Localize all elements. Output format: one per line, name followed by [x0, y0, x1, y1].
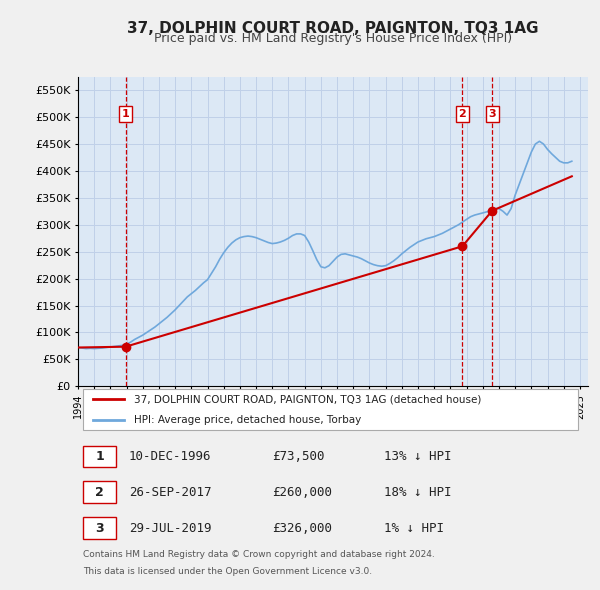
Text: 3: 3: [95, 522, 104, 535]
Text: £73,500: £73,500: [272, 450, 325, 463]
Text: 37, DOLPHIN COURT ROAD, PAIGNTON, TQ3 1AG (detached house): 37, DOLPHIN COURT ROAD, PAIGNTON, TQ3 1A…: [134, 394, 481, 404]
Text: HPI: Average price, detached house, Torbay: HPI: Average price, detached house, Torb…: [134, 415, 361, 425]
Text: Price paid vs. HM Land Registry's House Price Index (HPI): Price paid vs. HM Land Registry's House …: [154, 32, 512, 45]
FancyBboxPatch shape: [83, 481, 116, 503]
Text: Contains HM Land Registry data © Crown copyright and database right 2024.: Contains HM Land Registry data © Crown c…: [83, 550, 435, 559]
Text: 1: 1: [122, 109, 130, 119]
Text: 13% ↓ HPI: 13% ↓ HPI: [384, 450, 452, 463]
Text: 2: 2: [458, 109, 466, 119]
Text: 37, DOLPHIN COURT ROAD, PAIGNTON, TQ3 1AG: 37, DOLPHIN COURT ROAD, PAIGNTON, TQ3 1A…: [127, 21, 539, 35]
Text: 18% ↓ HPI: 18% ↓ HPI: [384, 486, 452, 499]
Text: 2: 2: [95, 486, 104, 499]
FancyBboxPatch shape: [83, 389, 578, 430]
FancyBboxPatch shape: [83, 445, 116, 467]
Text: £326,000: £326,000: [272, 522, 332, 535]
Text: £260,000: £260,000: [272, 486, 332, 499]
Text: 3: 3: [488, 109, 496, 119]
FancyBboxPatch shape: [83, 517, 116, 539]
Text: 10-DEC-1996: 10-DEC-1996: [129, 450, 212, 463]
Text: 29-JUL-2019: 29-JUL-2019: [129, 522, 212, 535]
Text: 26-SEP-2017: 26-SEP-2017: [129, 486, 212, 499]
Text: 1% ↓ HPI: 1% ↓ HPI: [384, 522, 444, 535]
Text: This data is licensed under the Open Government Licence v3.0.: This data is licensed under the Open Gov…: [83, 567, 372, 576]
Text: 1: 1: [95, 450, 104, 463]
